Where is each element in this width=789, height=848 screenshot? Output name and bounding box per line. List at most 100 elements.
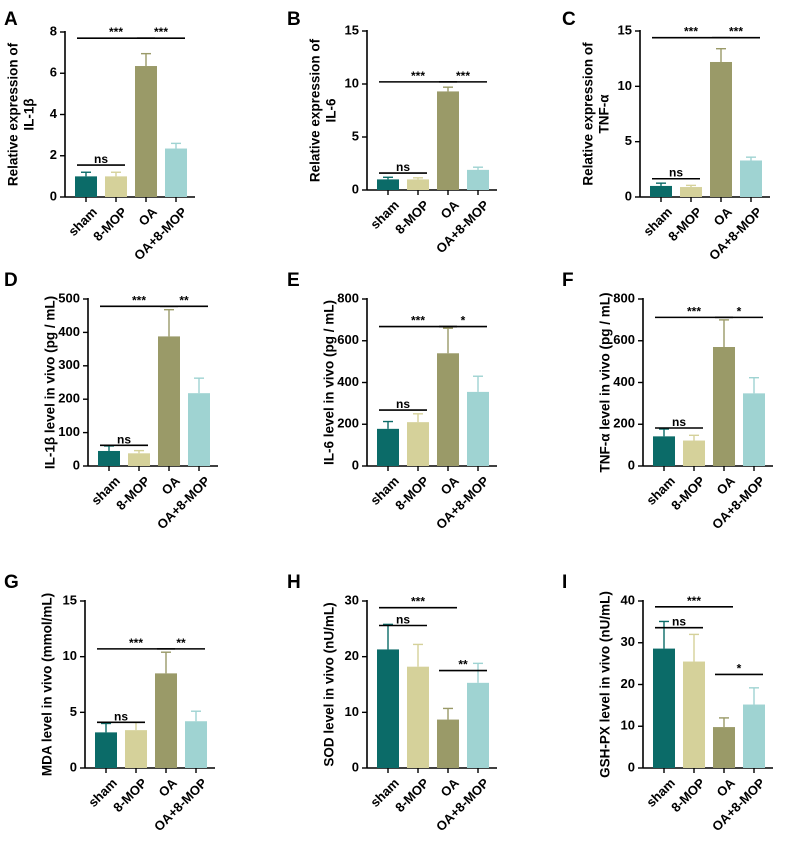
y-tick-label: 15	[618, 22, 632, 37]
y-tick-label: 200	[337, 416, 359, 431]
y-tick-label: 5	[625, 133, 632, 148]
significance-label: ns	[672, 415, 686, 429]
significance-label: ***	[411, 314, 425, 328]
y-tick-label: 15	[63, 592, 77, 607]
bar-sham	[75, 176, 97, 197]
bar-sham	[98, 450, 120, 466]
category-label: 8-MOP	[665, 204, 705, 244]
significance-label: *	[737, 661, 742, 675]
chart-panel-e: E IL-6 level in vivo (pg / mL) 0 200 400 600 8…	[287, 270, 497, 532]
y-tick-label: 0	[628, 457, 635, 472]
bar-oa	[713, 727, 735, 768]
y-tick-label: 5	[352, 128, 359, 143]
y-axis-label: Relative expression of	[581, 42, 596, 186]
significance-label: **	[176, 636, 186, 650]
y-tick-label: 0	[352, 759, 359, 774]
panel-letter: G	[4, 572, 19, 593]
significance-label: ***	[411, 69, 425, 83]
y-axis-label: IL-6 level in vivo (pg / mL)	[322, 300, 337, 465]
bar-oa	[437, 719, 459, 768]
bar-oa	[437, 353, 459, 466]
y-tick-label: 0	[625, 188, 632, 203]
bar-oa-8-mop	[185, 721, 207, 768]
panel-letter: I	[562, 572, 567, 593]
y-tick-label: 30	[345, 592, 359, 607]
y-tick-label: 5	[70, 704, 77, 719]
y-tick-label: 0	[628, 759, 635, 774]
category-label: OA	[136, 204, 161, 229]
bar-oa	[710, 61, 732, 198]
y-tick-label: 40	[621, 592, 635, 607]
bar-sham	[377, 428, 399, 466]
y-tick-label: 8	[50, 23, 57, 38]
y-tick-label: 200	[58, 391, 80, 406]
bar-sham	[95, 732, 117, 768]
y-tick-label: 800	[613, 290, 635, 305]
bar-oa-8-mop	[165, 148, 187, 197]
significance-label: ***	[456, 69, 470, 83]
y-tick-label: 600	[613, 332, 635, 347]
y-axis-label: IL-1β level in vivo (pg / mL)	[43, 296, 58, 469]
y-tick-label: 400	[58, 324, 80, 339]
significance-label: ***	[109, 25, 123, 39]
bar-8-mop	[680, 187, 702, 197]
significance-label: ***	[687, 594, 701, 608]
y-axis-label: IL-1β	[22, 98, 37, 130]
y-tick-label: 800	[337, 290, 359, 305]
category-label: 8-MOP	[392, 197, 432, 237]
category-label: 8-MOP	[113, 473, 153, 513]
significance-label: ***	[154, 25, 168, 39]
significance-label: **	[458, 658, 468, 672]
bar-8-mop	[105, 176, 127, 197]
y-tick-label: 200	[613, 416, 635, 431]
y-tick-label: 500	[58, 290, 80, 305]
bar-oa	[135, 66, 157, 197]
y-axis-label: MDA level in vivo (mmol/mL)	[40, 593, 55, 776]
bar-oa	[713, 347, 735, 466]
category-label: 8-MOP	[668, 473, 708, 513]
y-axis-label: TNF-α	[597, 94, 612, 134]
y-tick-label: 0	[352, 181, 359, 196]
significance-label: ns	[114, 709, 128, 723]
significance-label: ***	[684, 25, 698, 39]
y-tick-label: 4	[50, 106, 58, 121]
significance-label: **	[179, 293, 189, 307]
y-tick-label: 400	[613, 374, 635, 389]
bar-8-mop	[125, 730, 147, 768]
panel-letter: E	[287, 270, 300, 291]
category-label: OA	[714, 473, 739, 498]
y-axis-label: SOD level in vivo (nU/mL)	[322, 602, 337, 766]
y-tick-label: 10	[63, 648, 77, 663]
y-tick-label: 30	[621, 634, 635, 649]
y-tick-label: 20	[345, 648, 359, 663]
bar-oa-8-mop	[740, 160, 762, 197]
y-axis-label: GSH-PX level in vivo (nU/mL)	[598, 591, 613, 778]
panel-letter: C	[562, 9, 576, 30]
significance-label: *	[737, 304, 742, 318]
significance-label: ***	[132, 293, 146, 307]
bar-oa-8-mop	[467, 391, 489, 466]
y-tick-label: 10	[618, 78, 632, 93]
bar-8-mop	[407, 422, 429, 466]
significance-label: ***	[129, 636, 143, 650]
significance-label: *	[461, 314, 466, 328]
bar-8-mop	[128, 453, 150, 466]
bar-oa-8-mop	[467, 169, 489, 190]
y-axis-label: Relative expression of	[6, 42, 21, 186]
category-label: OA	[711, 204, 736, 229]
bar-sham	[377, 179, 399, 190]
bar-8-mop	[683, 440, 705, 466]
bar-oa	[158, 336, 180, 466]
significance-label: ns	[396, 397, 410, 411]
y-tick-label: 600	[337, 332, 359, 347]
y-tick-label: 6	[50, 65, 57, 80]
y-axis-label: IL-6	[324, 98, 339, 122]
category-label: OA	[156, 775, 181, 800]
significance-label: ns	[669, 166, 683, 180]
category-label: 8-MOP	[110, 775, 150, 815]
